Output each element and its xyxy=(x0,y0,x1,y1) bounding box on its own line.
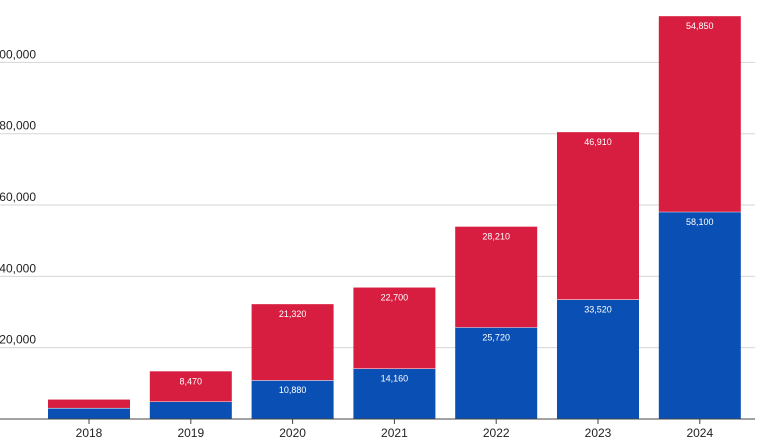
bar-top-2023 xyxy=(557,132,639,300)
data-label: 21,320 xyxy=(279,309,307,319)
data-label: 10,880 xyxy=(279,385,307,395)
y-tick-label: 100,000 xyxy=(0,47,36,61)
x-axis-ticks: 2018 2019 2020 2021 2022 2023 2024 xyxy=(76,419,713,440)
y-axis-ticks: 20,000 40,000 60,000 80,000 100,000 xyxy=(0,47,36,346)
bar-bottom-2022 xyxy=(455,327,538,419)
bar-bottom-2019 xyxy=(149,401,232,419)
bar-top-2021 xyxy=(353,287,436,369)
y-tick-label: 80,000 xyxy=(0,119,36,133)
bars: 8,470 10,880 21,320 14,160 22,700 25,720 28,21… xyxy=(48,16,741,419)
data-label: 25,720 xyxy=(482,332,510,342)
y-tick-label: 60,000 xyxy=(0,190,36,204)
data-label: 46,910 xyxy=(584,137,612,147)
x-tick-label: 2018 xyxy=(76,426,103,440)
y-tick-label: 40,000 xyxy=(0,261,36,275)
data-label: 8,470 xyxy=(180,376,203,386)
data-label: 54,850 xyxy=(686,21,714,31)
bar-bottom-2018 xyxy=(48,407,130,419)
data-label: 14,160 xyxy=(381,374,409,384)
data-label: 58,100 xyxy=(686,217,714,227)
x-tick-label: 2023 xyxy=(585,426,612,440)
bar-top-2019 xyxy=(149,371,232,402)
x-tick-label: 2020 xyxy=(279,426,306,440)
x-tick-label: 2024 xyxy=(686,426,713,440)
data-label: 22,700 xyxy=(381,293,409,303)
bar-top-2020 xyxy=(251,304,334,381)
data-label: 33,520 xyxy=(584,304,612,314)
bar-bottom-2021 xyxy=(353,368,436,419)
x-tick-label: 2021 xyxy=(381,426,408,440)
y-tick-label: 20,000 xyxy=(0,333,36,347)
bar-top-2022 xyxy=(455,226,538,328)
bar-top-2024 xyxy=(658,16,741,212)
x-tick-label: 2019 xyxy=(177,426,204,440)
data-label: 28,210 xyxy=(482,232,510,242)
bar-top-2018 xyxy=(48,399,130,408)
bar-bottom-2024 xyxy=(658,211,741,419)
bar-bottom-2020 xyxy=(251,380,334,419)
x-tick-label: 2022 xyxy=(483,426,510,440)
bar-bottom-2023 xyxy=(557,299,639,419)
